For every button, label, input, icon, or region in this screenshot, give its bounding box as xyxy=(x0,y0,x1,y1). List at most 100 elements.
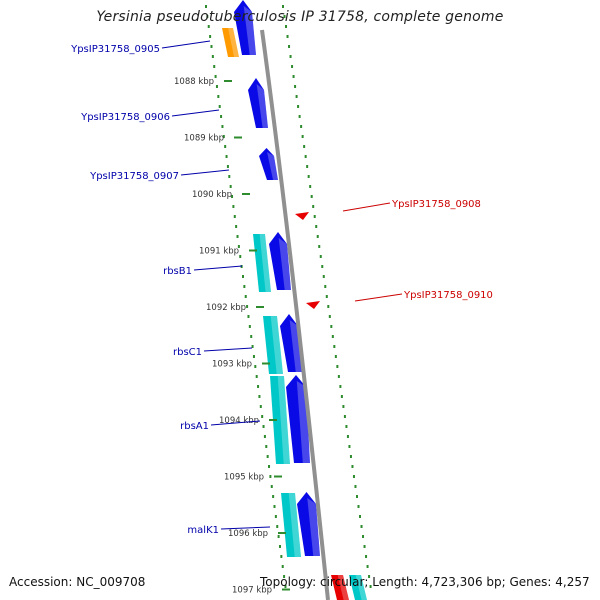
tick-dot xyxy=(251,345,254,348)
tick-dot xyxy=(225,155,228,158)
tick-dot xyxy=(354,485,357,488)
tick-dot xyxy=(263,435,266,438)
gene-rbsB1 xyxy=(253,234,271,292)
tick-dot xyxy=(248,325,251,328)
tick-dot xyxy=(319,255,322,258)
tick-dot xyxy=(254,365,257,368)
gene-0908 xyxy=(295,212,309,220)
tick-dot xyxy=(220,115,223,118)
tick-dot xyxy=(330,325,333,328)
tick-dot xyxy=(318,245,321,248)
scale-tick-label: 1090 kbp xyxy=(192,190,232,200)
tick-dot xyxy=(322,275,325,278)
cds-rbsB1 xyxy=(269,232,291,290)
tick-dot xyxy=(342,405,345,408)
gene-rbsA1 xyxy=(270,376,290,464)
scale-tick-label: 1095 kbp xyxy=(224,473,264,483)
tick-dot xyxy=(331,335,334,338)
gene-reverse-bottom xyxy=(331,575,349,600)
tick-dot xyxy=(262,425,265,428)
cds-rbsC1 xyxy=(280,314,302,372)
tick-dot xyxy=(324,285,327,288)
tick-dot xyxy=(352,475,355,478)
tick-dot xyxy=(365,555,368,558)
scale-tick-label: 1091 kbp xyxy=(199,247,239,257)
feature-layer xyxy=(222,0,367,600)
tick-dot xyxy=(206,15,209,18)
gene-labels: YpsIP31758_0905 YpsIP31758_0906 YpsIP31758… xyxy=(70,40,493,536)
tick-dot xyxy=(215,85,218,88)
tick-dot xyxy=(306,165,309,168)
tick-dot xyxy=(280,555,283,558)
map-title: Yersinia pseudotuberculosis IP 31758, co… xyxy=(96,9,504,25)
tick-dot xyxy=(298,115,301,118)
tick-dot xyxy=(357,505,360,508)
gene-label: YpsIP31758_0907 xyxy=(89,171,179,182)
tick-dot xyxy=(309,185,312,188)
tick-dot xyxy=(297,105,300,108)
tick-dot xyxy=(321,265,324,268)
tick-dot xyxy=(283,575,286,578)
tick-dot xyxy=(266,455,269,458)
tick-dot xyxy=(259,405,262,408)
tick-dot xyxy=(224,145,227,148)
gene-label: YpsIP31758_0910 xyxy=(403,290,493,301)
gene-label-leader xyxy=(203,347,253,352)
tick-dot xyxy=(283,15,286,18)
accession-text: Accession: NC_009708 xyxy=(9,575,146,589)
tick-dot-rows xyxy=(205,5,372,588)
tick-dot xyxy=(360,525,363,528)
tick-dot xyxy=(233,215,236,218)
tick-dot xyxy=(274,515,277,518)
tick-dot xyxy=(316,235,319,238)
tick-dot xyxy=(286,35,289,38)
tick-dot xyxy=(205,5,207,8)
gene-label: YpsIP31758_0906 xyxy=(80,112,170,123)
tick-dot xyxy=(366,565,369,568)
tick-dot xyxy=(239,255,242,258)
tick-dot xyxy=(359,515,362,518)
gene-label: YpsIP31758_0905 xyxy=(70,44,160,55)
tick-dot xyxy=(213,65,216,68)
tick-dot xyxy=(288,45,291,48)
tick-dot xyxy=(268,465,271,468)
gene-label-leader xyxy=(161,40,211,49)
tick-dot xyxy=(369,585,372,588)
tick-dot xyxy=(340,395,343,398)
genome-backbone xyxy=(260,29,330,600)
gene-malK1 xyxy=(281,493,301,557)
tick-dot xyxy=(228,175,231,178)
tick-dot xyxy=(345,425,348,428)
tick-dot xyxy=(237,245,240,248)
cds-0907 xyxy=(259,148,278,180)
tick-dot xyxy=(231,195,234,198)
tick-dot xyxy=(325,295,328,298)
scale-tick-label: 1088 kbp xyxy=(174,77,214,87)
tick-dot xyxy=(218,105,221,108)
tick-dot xyxy=(292,75,295,78)
tick-dot xyxy=(272,495,275,498)
cds-malK1 xyxy=(297,492,320,556)
gene-label-leader xyxy=(193,265,243,271)
tick-dot xyxy=(355,495,358,498)
tick-dot xyxy=(362,535,365,538)
scale-tick-label: 1089 kbp xyxy=(184,134,224,144)
gene-label-leader xyxy=(210,420,261,426)
tick-dot xyxy=(307,175,310,178)
gene-label-leader xyxy=(171,109,220,117)
tick-dot xyxy=(337,375,340,378)
tick-dot xyxy=(278,545,281,548)
gene-label-leader xyxy=(342,202,391,212)
gene-label-leader xyxy=(354,293,403,302)
scale-tick-label: 1092 kbp xyxy=(206,303,246,313)
tick-dot xyxy=(252,355,255,358)
tick-dot xyxy=(236,235,239,238)
scale-tick-label: 1093 kbp xyxy=(212,360,252,370)
tick-dot xyxy=(258,395,261,398)
tick-dot xyxy=(284,585,287,588)
tick-dot xyxy=(261,415,264,418)
tick-dot xyxy=(351,465,354,468)
cds-0906 xyxy=(248,78,268,128)
tick-dot xyxy=(327,305,330,308)
tick-dot xyxy=(312,205,315,208)
